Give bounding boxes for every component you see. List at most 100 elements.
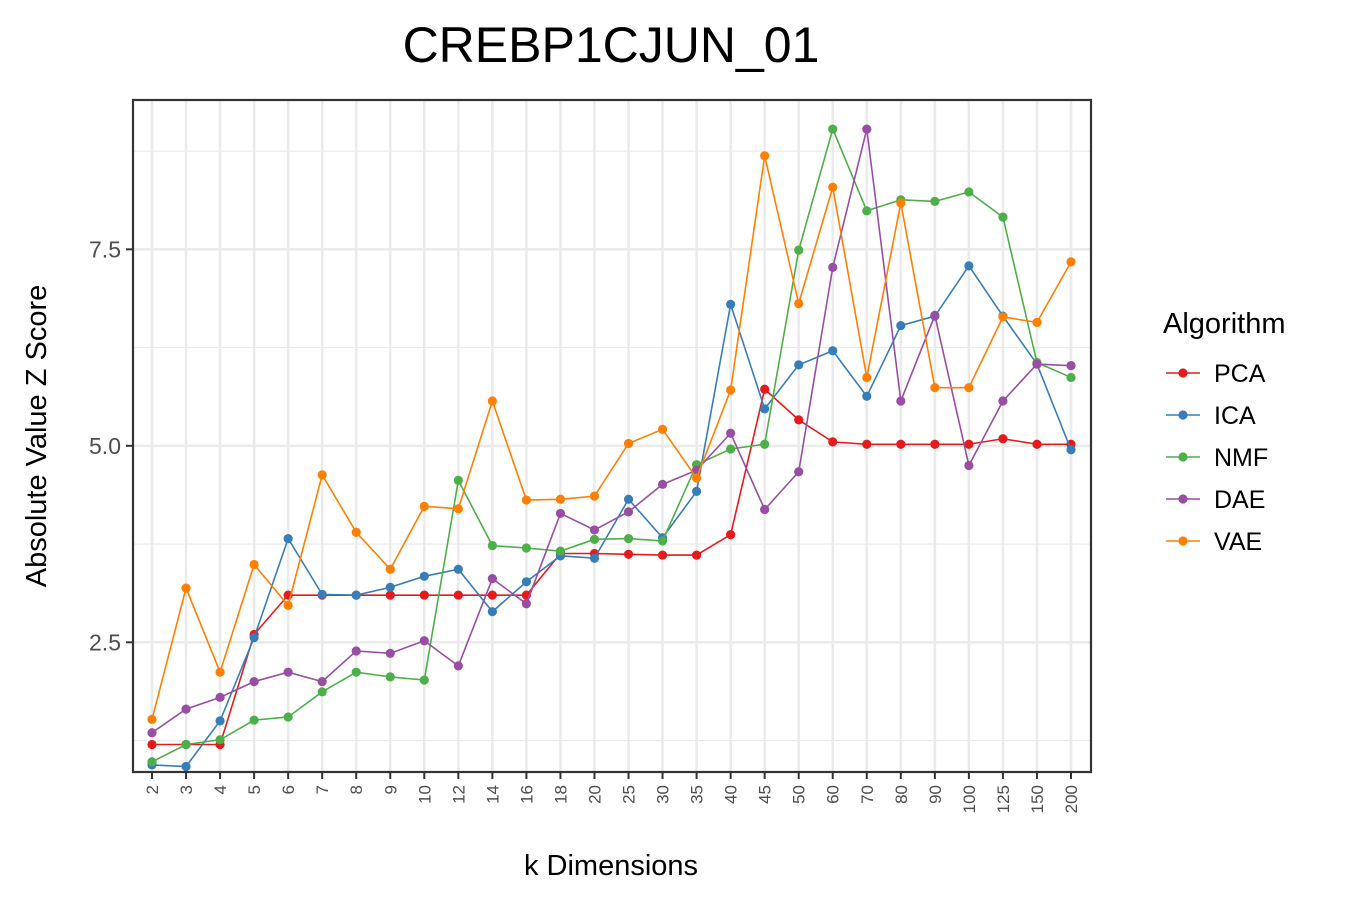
data-point	[930, 196, 940, 206]
x-tick-label: 2	[143, 785, 162, 794]
x-tick-label: 4	[211, 785, 230, 794]
x-tick-label: 16	[517, 785, 536, 804]
data-point	[351, 646, 361, 656]
data-point	[794, 467, 804, 477]
data-point	[1032, 439, 1042, 449]
data-point	[453, 475, 463, 486]
data-point	[487, 574, 497, 584]
series-line-pca	[152, 387, 1071, 746]
data-point	[862, 391, 872, 401]
data-point	[419, 590, 429, 600]
legend-label: ICA	[1214, 402, 1256, 430]
data-point	[964, 383, 974, 393]
data-point	[317, 677, 327, 687]
series-nmf	[147, 124, 1076, 767]
data-point	[317, 589, 327, 599]
y-axis: 2.5 5.0 7.5	[89, 236, 133, 655]
data-point	[589, 491, 600, 501]
data-point	[998, 396, 1008, 406]
legend-key-point	[1178, 452, 1188, 462]
series-line-vae	[151, 155, 1072, 720]
legend-key-point	[1178, 494, 1188, 504]
data-point	[862, 206, 872, 216]
data-point	[657, 424, 668, 434]
data-point	[828, 437, 838, 447]
data-point	[283, 712, 293, 722]
y-tick-label: 5.0	[89, 433, 121, 459]
plot-grid	[133, 100, 1091, 772]
x-tick-label: 90	[926, 785, 945, 804]
data-point	[998, 312, 1008, 322]
data-point	[147, 714, 157, 724]
chart-title: CREBP1CJUN_01	[403, 17, 820, 73]
data-point	[283, 667, 293, 677]
data-point	[726, 299, 736, 309]
data-point	[419, 675, 429, 685]
data-point	[930, 383, 940, 393]
x-tick-label: 7	[313, 785, 332, 794]
data-point	[385, 564, 395, 574]
x-tick-label: 200	[1062, 785, 1081, 813]
legend: Algorithm PCA ICA NMF DAE VAE	[1163, 308, 1286, 556]
data-point	[453, 590, 463, 600]
x-tick-label: 45	[756, 785, 775, 804]
data-point	[964, 460, 974, 471]
x-tick-label: 35	[688, 785, 707, 804]
data-point	[896, 320, 906, 331]
data-point	[794, 360, 804, 370]
data-point	[249, 677, 259, 687]
x-tick-label: 70	[858, 785, 877, 804]
series-dae	[147, 124, 1076, 738]
legend-item-vae: VAE	[1166, 528, 1262, 556]
data-point	[726, 444, 736, 454]
x-tick-label: 20	[585, 785, 604, 804]
data-point	[147, 728, 157, 738]
data-point	[760, 151, 770, 161]
data-point	[487, 607, 497, 617]
data-point	[964, 261, 974, 271]
data-point	[555, 494, 566, 504]
data-point	[215, 692, 225, 702]
data-point	[589, 534, 600, 544]
data-point	[760, 504, 770, 515]
data-point	[862, 372, 872, 383]
data-point	[691, 473, 702, 483]
data-point	[453, 661, 463, 671]
data-point	[691, 486, 702, 497]
x-tick-label: 50	[790, 785, 809, 804]
x-tick-label: 125	[994, 785, 1013, 813]
x-tick-label: 14	[483, 785, 502, 804]
data-point	[691, 550, 702, 560]
data-point	[589, 525, 600, 535]
data-point	[317, 470, 327, 480]
data-point	[385, 672, 395, 682]
data-point	[249, 633, 259, 643]
data-point	[828, 182, 838, 192]
plot-panel-border	[131, 98, 1093, 774]
data-point	[521, 495, 532, 505]
x-tick-label: 9	[381, 785, 400, 794]
data-point	[930, 439, 940, 449]
data-point	[589, 553, 600, 563]
data-point	[215, 716, 225, 726]
x-axis: 2 3 4 5 6 7 8 9 10 12 14 16 18 20 25 30 35 40 45 50 60 70 80 90…	[143, 772, 1081, 813]
data-point	[419, 501, 429, 511]
data-point	[521, 577, 532, 587]
data-point	[1066, 372, 1076, 383]
data-point	[930, 310, 940, 320]
data-point	[726, 428, 736, 438]
data-point	[181, 739, 191, 750]
legend-label: NMF	[1214, 444, 1268, 472]
x-tick-label: 60	[824, 785, 843, 804]
data-point	[555, 508, 566, 519]
data-point	[623, 549, 634, 559]
legend-item-ica: ICA	[1166, 402, 1256, 430]
data-point	[623, 507, 634, 517]
data-point	[283, 533, 293, 544]
data-point	[862, 439, 872, 449]
y-axis-title: Absolute Value Z Score	[21, 285, 53, 588]
data-point	[419, 636, 429, 646]
data-point	[760, 384, 770, 394]
data-point	[385, 582, 395, 592]
